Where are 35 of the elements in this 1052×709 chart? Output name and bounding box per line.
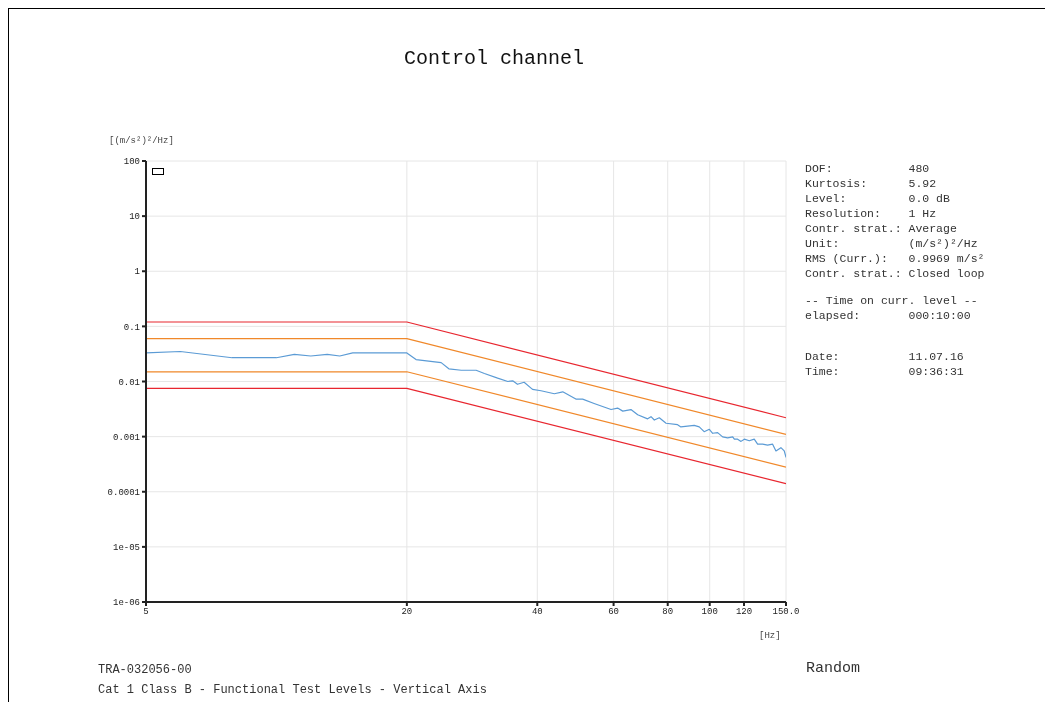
text: Resolution: 1 Hz [805, 206, 938, 221]
x-axis-title: [Hz] [759, 631, 781, 641]
x-tick-label: 20 [401, 607, 413, 618]
text: TRA-032056-00 [98, 663, 192, 677]
text: Contr. strat.: Average [805, 221, 958, 236]
y-tick-label: 0.001 [112, 432, 140, 443]
y-tick-label: 0.1 [123, 322, 140, 333]
y-tick-label: 1e-05 [112, 543, 140, 554]
x-tick-label: 40 [531, 607, 543, 618]
y-tick-label: 100 [123, 157, 140, 168]
chart-title: Control channel [403, 47, 585, 70]
text: Contr. strat.: Closed loop [805, 266, 985, 281]
text: Unit: (m/s²)²/Hz [805, 236, 979, 251]
text: Level: 0.0 dB [805, 191, 951, 206]
y-tick-label: 0.0001 [107, 487, 140, 498]
text: elapsed: 000:10:00 [805, 308, 972, 323]
text: Random [806, 660, 861, 677]
x-tick-label: 100 [701, 607, 718, 618]
text: -- Time on curr. level -- [805, 293, 979, 308]
x-tick-label: 60 [608, 607, 619, 618]
x-tick-label: 120 [735, 607, 753, 618]
y-tick-label: 0.01 [118, 377, 140, 388]
y-tick-label: 1 [134, 267, 140, 278]
x-tick-label: 150.0 [772, 607, 800, 618]
text: Cat 1 Class B - Functional Test Levels - Vertical Axis [98, 683, 487, 697]
y-tick-label: 1e-06 [112, 598, 140, 609]
y-tick-label: 10 [129, 212, 140, 223]
x-tick-label: 5 [143, 607, 149, 618]
x-tick-label: 80 [662, 607, 674, 618]
text: DOF: 480 [805, 161, 931, 176]
text: RMS (Curr.): 0.9969 m/s² [805, 251, 985, 266]
text: Kurtosis: 5.92 [805, 176, 938, 191]
text: Time: 09:36:31 [805, 364, 965, 379]
y-axis-title: [(m/s²)²/Hz] [109, 136, 174, 146]
text: Date: 11.07.16 [805, 349, 965, 364]
